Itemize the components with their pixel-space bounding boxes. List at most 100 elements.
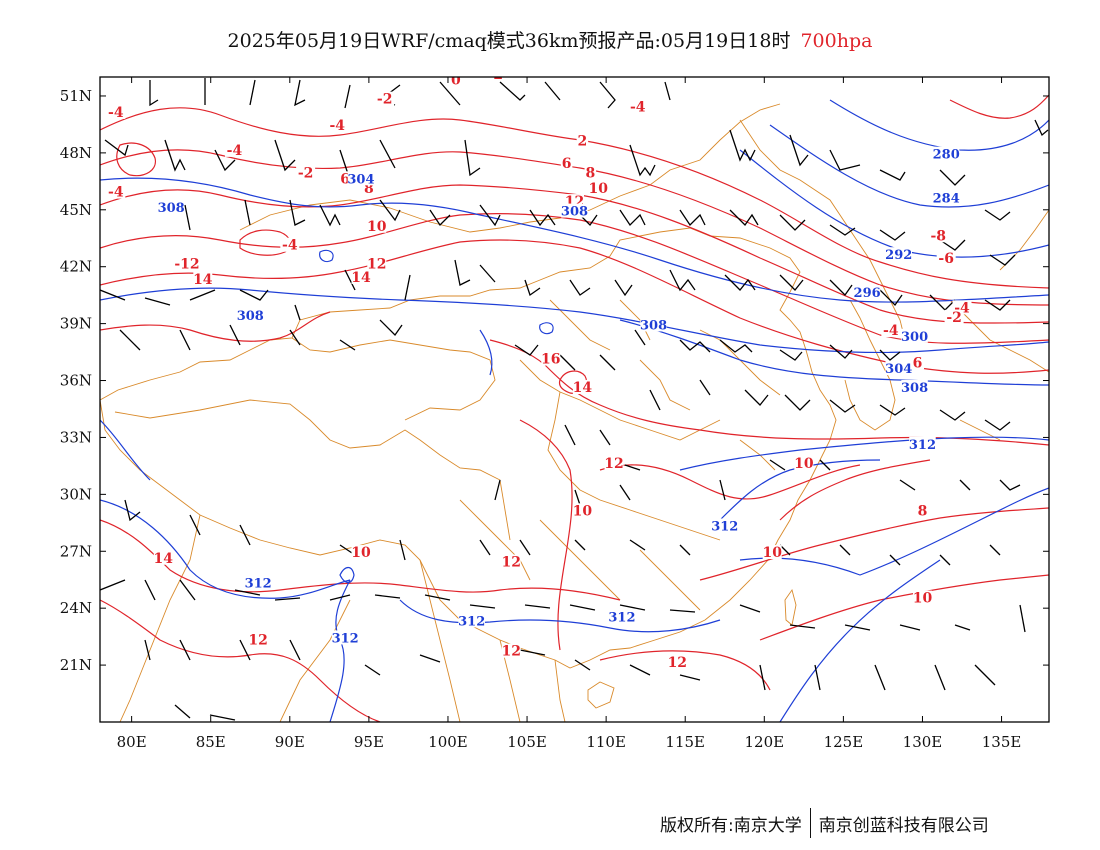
copyright-company: 南京创蓝科技有限公司 xyxy=(818,815,989,836)
isotherm-label-bg xyxy=(584,165,597,180)
lat-tick-label: 33N xyxy=(60,428,92,446)
height-contour-label: 280 xyxy=(933,148,960,163)
lat-tick-label: 51N xyxy=(60,87,92,105)
isotherm-label-bg xyxy=(572,503,592,518)
lon-tick-label: 100E xyxy=(428,733,468,751)
isotherm-label: -6 xyxy=(938,251,954,267)
korea-border xyxy=(844,299,896,431)
height-contour-label: 308 xyxy=(158,201,185,216)
isotherm-label-bg xyxy=(367,256,387,271)
title-text: 2025年05月19日WRF/cmaq模式36km预报产品:05月19日18时 xyxy=(227,30,791,52)
isotherm-label-bg xyxy=(367,218,387,233)
isotherm-label-bg xyxy=(327,118,347,133)
isotherm-label-bg xyxy=(280,237,300,252)
lat-tick-label: 21N xyxy=(60,656,92,674)
geopotential-contours xyxy=(100,99,1049,722)
isotherm-label: 12 xyxy=(248,632,267,648)
isotherm-label-bg xyxy=(944,309,964,324)
lon-tick-label: 105E xyxy=(507,733,547,751)
isotherm-label: 12 xyxy=(501,555,520,571)
isotherm-label-bg xyxy=(485,77,505,81)
lat-tick-label: 30N xyxy=(60,485,92,503)
lat-tick-label: 39N xyxy=(60,315,92,333)
isotherm-label: -4 xyxy=(108,185,124,201)
wind-barbs xyxy=(100,78,1049,721)
isotherm-label: 10 xyxy=(794,456,814,472)
isotherm-label-bg xyxy=(450,77,462,87)
height-contour-label: 304 xyxy=(885,362,912,377)
lon-tick-label: 135E xyxy=(982,733,1022,751)
isotherm-label: 14 xyxy=(193,272,213,288)
height-contour-label: 296 xyxy=(854,286,881,301)
map-background xyxy=(100,77,1049,722)
height-contour-label: 292 xyxy=(885,248,912,263)
isotherm-label-bg xyxy=(916,503,929,518)
isotherm-label-bg xyxy=(667,655,687,670)
xinjiang-border xyxy=(291,337,496,421)
longitude-axis: 80E 85E 90E 95E 100E 105E 110E 115E 120E 125E 130E… xyxy=(117,77,1022,751)
height-contour-label: 308 xyxy=(901,381,928,396)
isotherm-label: -4 xyxy=(630,99,646,115)
isotherm-label-bg xyxy=(173,256,201,271)
isotherm-label: 16 xyxy=(541,352,560,368)
isotherm-label: 10 xyxy=(913,591,933,607)
tibet-border xyxy=(114,399,511,541)
height-contour-label-bg xyxy=(853,285,881,300)
isotherm-label-bg xyxy=(912,590,932,605)
isotherm-label-bg xyxy=(193,271,213,286)
lon-tick-label: 125E xyxy=(824,733,864,751)
isotherm-label-bg xyxy=(363,180,375,195)
isotherm-label: -12 xyxy=(174,257,199,273)
boundary-layer xyxy=(100,103,1049,722)
se-asia-border xyxy=(119,514,566,722)
height-contour-label-bg xyxy=(711,518,739,533)
isotherm-label: 14 xyxy=(573,380,593,396)
height-contour-label: 312 xyxy=(458,614,485,629)
hainan xyxy=(587,681,615,709)
isotherm-label-bg xyxy=(351,269,371,284)
pressure-level-label: 700hpa xyxy=(800,30,873,52)
height-contour-label-bg xyxy=(885,361,912,376)
isotherm-label: -2 xyxy=(298,166,314,182)
height-contour-label-bg xyxy=(458,613,485,628)
isotherm-label-bg xyxy=(762,545,782,560)
isotherm-label: 0 xyxy=(451,73,461,89)
isotherm-label-bg xyxy=(106,104,126,119)
isotherm-label-bg xyxy=(501,643,521,658)
height-contour-label: 308 xyxy=(640,318,667,333)
isotherm-label: 10 xyxy=(762,545,782,561)
geopotential-labels: 304 308 308 308 308 280 284 292 296 300 304 308 312 3… xyxy=(158,146,960,646)
russia-border xyxy=(739,119,906,341)
lon-tick-label: 110E xyxy=(586,733,626,751)
isotherm-label: 12 xyxy=(668,655,687,671)
height-contour-label: 308 xyxy=(237,309,264,324)
isotherm-label-bg xyxy=(881,323,901,338)
map-frame xyxy=(99,76,1050,723)
height-contour-label-bg xyxy=(909,436,936,451)
isotherm-label-bg xyxy=(628,99,648,114)
latitude-axis: 51N 48N 45N 42N 39N 36N 33N 30N 27N 24N 21N xyxy=(60,87,1049,674)
isotherm-label: 8 xyxy=(364,181,374,197)
isotherm-label: 10 xyxy=(573,503,593,519)
copyright-footer: 版权所有:南京大学 南京创蓝科技有限公司 xyxy=(660,808,989,838)
isotherm-label: 10 xyxy=(588,181,608,197)
isotherm-label: 8 xyxy=(585,166,595,182)
map-title: 2025年05月19日WRF/cmaq模式36km预报产品:05月19日18时 7… xyxy=(0,26,1100,53)
isotherm-label: 10 xyxy=(351,545,371,561)
height-contour-label-bg xyxy=(932,190,960,205)
isotherm-label: 12 xyxy=(501,644,520,660)
height-contour-label-bg xyxy=(347,171,375,186)
isotherm-label-bg xyxy=(928,228,948,243)
height-contour-label: 312 xyxy=(245,576,272,591)
isotherm-label-bg xyxy=(248,632,268,647)
isotherm-label-bg xyxy=(224,142,244,157)
lon-tick-label: 85E xyxy=(196,733,226,751)
lat-tick-label: 27N xyxy=(60,542,92,560)
isotherm-label: -4 xyxy=(227,143,243,159)
mongolia-border xyxy=(239,103,781,233)
isotherm-label: 6 xyxy=(562,156,572,172)
isotherm-label: -4 xyxy=(883,323,899,339)
isotherm-label-bg xyxy=(572,380,592,395)
